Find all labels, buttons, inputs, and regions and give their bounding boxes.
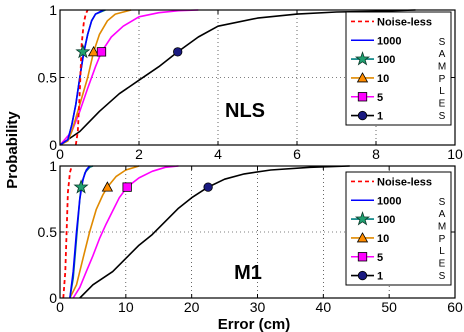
square-marker <box>357 92 368 102</box>
series-line-noise-less <box>74 9 89 146</box>
legend-group-letter: S <box>439 197 446 208</box>
legend-box <box>345 11 452 126</box>
star-marker <box>354 211 371 226</box>
square-marker <box>96 47 107 57</box>
legend-group-letter: A <box>439 49 446 60</box>
series-line-noise-less <box>62 165 73 299</box>
x-tick-label: 2 <box>135 146 143 162</box>
legend-group-letter: S <box>439 37 446 48</box>
series-line-1 <box>59 9 416 146</box>
y-tick-label: 0.5 <box>38 70 58 86</box>
series-group <box>59 9 416 146</box>
circle-marker <box>357 270 368 281</box>
panel-label: NLS <box>225 100 265 122</box>
circle-marker <box>357 110 368 121</box>
legend-group-letter: S <box>439 271 446 282</box>
x-tick-label: 6 <box>293 146 301 162</box>
x-axis-label: Error (cm) <box>218 316 291 332</box>
legend-label: 100 <box>377 54 395 66</box>
y-tick-label: 1 <box>49 2 57 18</box>
y-tick-label: 1 <box>49 158 57 174</box>
legend-label: 100 <box>377 214 395 226</box>
legend-group-letter: M <box>438 61 446 72</box>
circle-marker <box>173 47 183 57</box>
legend-box <box>345 171 452 286</box>
series-line-1000 <box>59 9 104 146</box>
x-tick-label: 10 <box>447 146 463 162</box>
series-group <box>62 165 350 299</box>
legend-label: 5 <box>377 92 383 104</box>
square-marker <box>357 252 368 262</box>
y-tick-label: 0 <box>49 137 57 153</box>
y-tick-label: 0 <box>49 290 57 306</box>
legend-label: 1 <box>377 111 383 123</box>
legend-group-letter: L <box>439 246 445 257</box>
x-tick-label: 4 <box>214 146 222 162</box>
legend-group-letter: A <box>439 209 446 220</box>
x-tick-label: 60 <box>447 299 463 315</box>
panel-label: M1 <box>234 262 262 284</box>
panel-nls: 0 2 4 6 8 1000.51NLSNoise-less10001001051SAMP… <box>38 2 463 162</box>
legend-group-letter: L <box>439 86 445 97</box>
series-line-10 <box>69 165 140 299</box>
star-marker <box>75 43 91 59</box>
x-tick-label: 8 <box>372 146 380 162</box>
panel-m1: 0 10 20 30 40 50 6000.51M1Noise-less1000100105… <box>38 158 463 315</box>
legend-label: 1000 <box>377 195 401 207</box>
triangle-marker <box>356 72 369 83</box>
legend-label: Noise-less <box>377 176 432 188</box>
legend-label: 1 <box>377 271 383 283</box>
star-marker <box>73 179 89 194</box>
legend-label: 10 <box>377 73 389 85</box>
triangle-marker <box>87 46 100 57</box>
circle-marker <box>203 182 213 192</box>
x-tick-label: 50 <box>381 299 397 315</box>
x-tick-label: 10 <box>118 299 134 315</box>
x-tick-label: 20 <box>184 299 200 315</box>
legend-group-letter: P <box>439 234 446 245</box>
legend-label: 5 <box>377 252 383 264</box>
legend-label: Noise-less <box>377 16 432 28</box>
x-tick-label: 0 <box>56 299 64 315</box>
x-tick-label: 30 <box>250 299 266 315</box>
legend-label: 10 <box>377 233 389 245</box>
y-tick-label: 0.5 <box>38 224 58 240</box>
x-tick-label: 40 <box>316 299 332 315</box>
legend-group-letter: E <box>439 98 446 109</box>
square-marker <box>122 182 132 192</box>
legend-label: 1000 <box>377 35 401 47</box>
star-marker <box>354 51 371 66</box>
series-line-10 <box>59 9 132 146</box>
legend-group-letter: S <box>439 111 446 122</box>
legend-group-letter: P <box>439 74 446 85</box>
x-tick-label: 0 <box>56 146 64 162</box>
triangle-marker <box>356 232 369 243</box>
series-line-1 <box>79 165 350 299</box>
legend-group-letter: E <box>439 258 446 269</box>
triangle-marker <box>101 181 114 192</box>
series-line-5 <box>72 165 179 299</box>
legend-group-letter: M <box>438 221 446 232</box>
series-line-1000 <box>69 165 91 299</box>
y-axis-label: Probability <box>4 111 21 189</box>
